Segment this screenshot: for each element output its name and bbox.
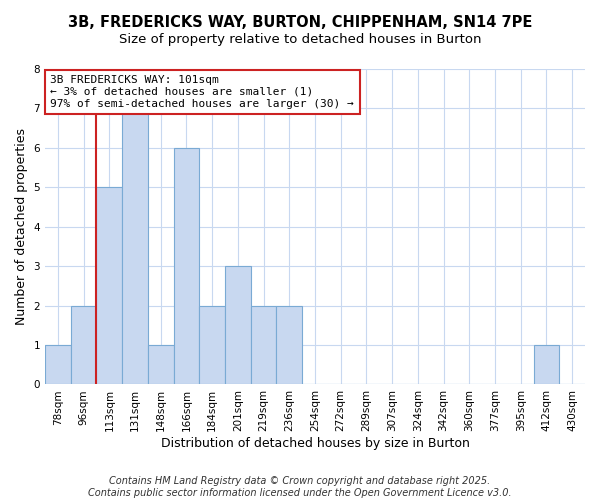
Bar [533, 345, 559, 385]
Bar [199, 306, 225, 384]
Bar [277, 306, 302, 384]
Bar [225, 266, 251, 384]
Text: 3B FREDERICKS WAY: 101sqm
← 3% of detached houses are smaller (1)
97% of semi-de: 3B FREDERICKS WAY: 101sqm ← 3% of detach… [50, 76, 354, 108]
Bar [251, 306, 277, 384]
Bar [71, 306, 97, 384]
Bar [45, 345, 71, 385]
Bar [148, 345, 173, 385]
Y-axis label: Number of detached properties: Number of detached properties [15, 128, 28, 325]
X-axis label: Distribution of detached houses by size in Burton: Distribution of detached houses by size … [161, 437, 469, 450]
Text: Size of property relative to detached houses in Burton: Size of property relative to detached ho… [119, 32, 481, 46]
Text: 3B, FREDERICKS WAY, BURTON, CHIPPENHAM, SN14 7PE: 3B, FREDERICKS WAY, BURTON, CHIPPENHAM, … [68, 15, 532, 30]
Text: Contains HM Land Registry data © Crown copyright and database right 2025.
Contai: Contains HM Land Registry data © Crown c… [88, 476, 512, 498]
Bar [97, 188, 122, 384]
Bar [173, 148, 199, 384]
Bar [122, 108, 148, 384]
